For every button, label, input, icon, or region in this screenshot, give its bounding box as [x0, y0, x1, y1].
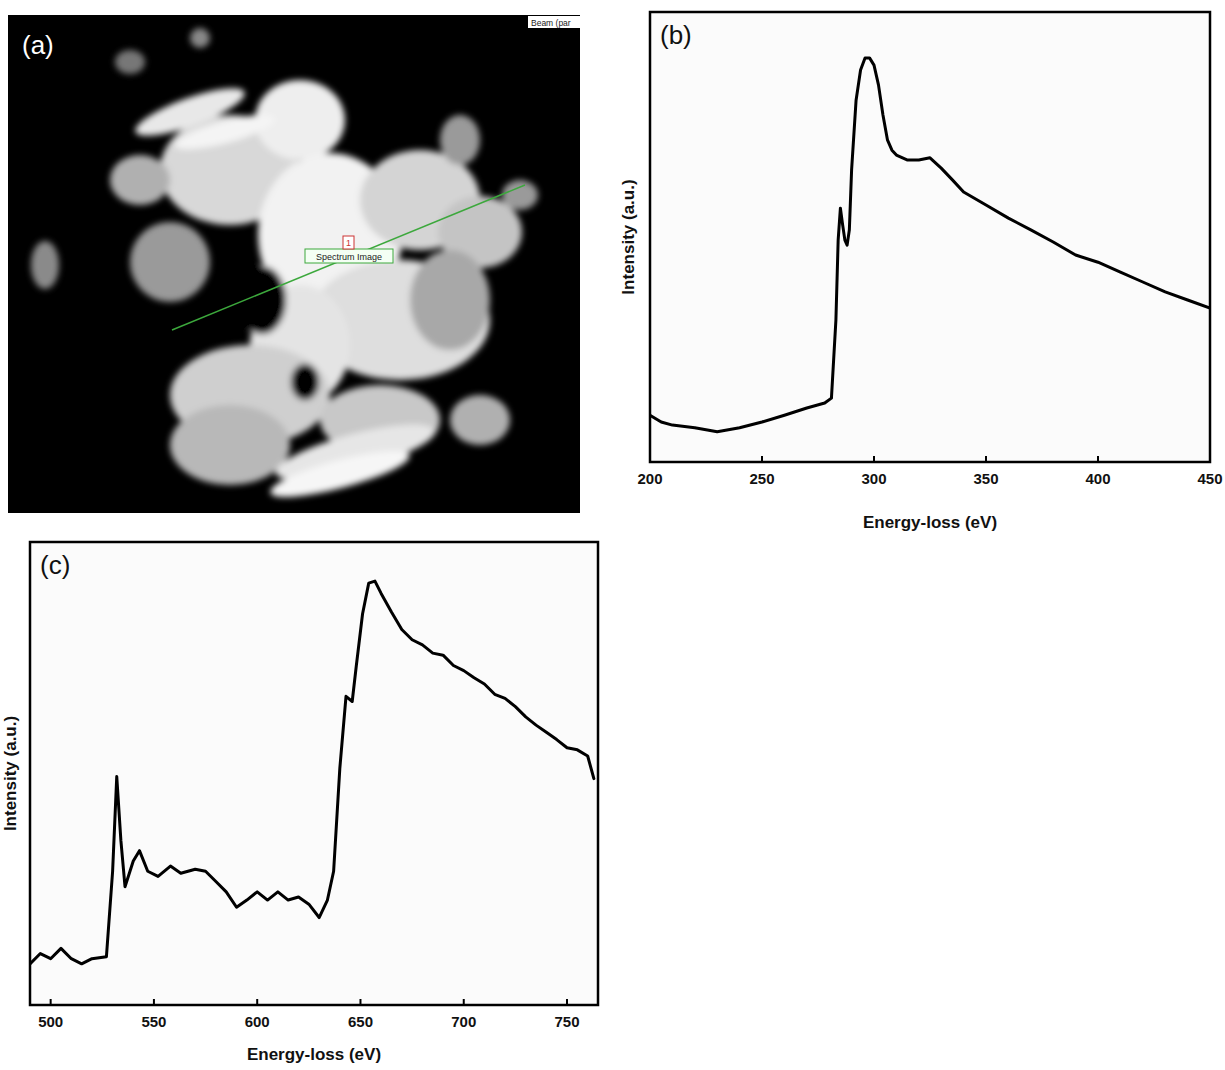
x-tick-label: 400: [1085, 470, 1110, 487]
x-tick-label: 650: [348, 1013, 373, 1030]
tag-box: [305, 249, 393, 263]
particle: [170, 405, 290, 485]
x-tick-label: 750: [555, 1013, 580, 1030]
x-tick-label: 200: [637, 470, 662, 487]
marker-text: 1: [346, 238, 351, 248]
spectrum-panel: 200 250 300 350 400 450 Energy-loss (eV) Intens…: [619, 12, 1223, 532]
x-tick-label: 700: [451, 1013, 476, 1030]
plot-ground: [650, 12, 1210, 462]
tag-text: Spectrum Image: [316, 252, 382, 262]
x-tick-label: 600: [245, 1013, 270, 1030]
figure: (a) Spectrum Image 1 Beam (par 200 250 300 350 4…: [0, 0, 1225, 1070]
x-tick-label: 350: [973, 470, 998, 487]
particle: [172, 108, 278, 156]
data-area: [650, 58, 1210, 432]
x-axis-title: Energy-loss (eV): [247, 1045, 381, 1064]
spectrum-line: [650, 58, 1210, 432]
x-tick-label: 250: [749, 470, 774, 487]
marker-box: [343, 236, 354, 249]
plot-frame: [30, 542, 598, 1005]
particle: [130, 222, 210, 302]
particle: [110, 155, 170, 205]
spectrum-panel: 500 550 600 650 700 750 Energy-loss (eV) Intens…: [1, 542, 598, 1064]
plot-ground: [30, 542, 598, 1005]
plot-frame: [650, 12, 1210, 462]
particle: [502, 180, 538, 210]
x-tick-label: 500: [38, 1013, 63, 1030]
panel-letter: (b): [660, 20, 692, 50]
panel-letter: (c): [40, 550, 70, 580]
spectrum-line: [30, 581, 594, 964]
particle: [267, 442, 413, 506]
particles: [31, 28, 538, 506]
image-panel: (a) Spectrum Image 1 Beam (par: [8, 15, 580, 513]
particle: [31, 241, 59, 289]
y-axis-title: Intensity (a.u.): [619, 179, 638, 294]
particle: [410, 250, 490, 350]
beam-text: Beam (par: [531, 18, 571, 28]
scan-line: [172, 185, 525, 330]
particle: [450, 395, 510, 445]
particle: [115, 50, 145, 74]
x-tick-label: 300: [861, 470, 886, 487]
particle: [190, 28, 210, 48]
x-tick-label: 450: [1197, 470, 1222, 487]
x-tick-label: 550: [141, 1013, 166, 1030]
pore: [291, 364, 319, 400]
image-ground: [8, 15, 580, 513]
x-axis-title: Energy-loss (eV): [863, 513, 997, 532]
y-axis-title: Intensity (a.u.): [1, 716, 20, 831]
particle: [440, 115, 480, 165]
beam-box: [528, 16, 580, 28]
panel-letter: (a): [22, 30, 54, 60]
data-area: [30, 581, 594, 964]
